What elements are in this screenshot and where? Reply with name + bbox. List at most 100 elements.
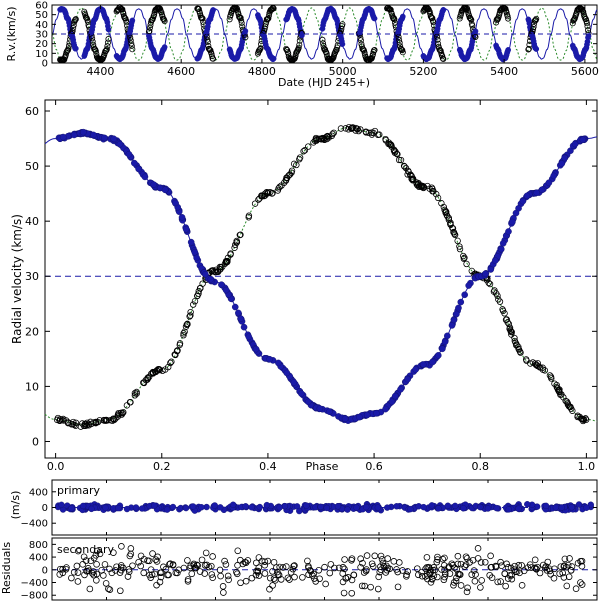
timeseries-secondary-point — [434, 33, 441, 40]
residual-secondary-point — [566, 555, 573, 562]
timeseries-secondary-point — [127, 37, 134, 44]
phase-primary-point — [538, 186, 546, 194]
phase-secondary-point — [56, 417, 63, 424]
phase-secondary-point — [70, 418, 77, 426]
residual-secondary-point — [507, 564, 515, 572]
residual-secondary-point — [304, 557, 311, 565]
timeseries-secondary-point — [70, 22, 77, 29]
timeseries-secondary-point — [295, 44, 302, 51]
residual-secondary-point — [203, 561, 211, 569]
residual-secondary-point — [474, 545, 482, 552]
residual-secondary-point — [384, 555, 392, 562]
timeseries-secondary-point — [209, 53, 216, 60]
residual-primary-point — [317, 503, 324, 511]
residual-secondary-point — [274, 571, 282, 578]
residual-primary-point — [524, 501, 531, 508]
phase-secondary-point — [88, 420, 95, 428]
phase-primary-point — [509, 218, 516, 226]
residual-secondary-point — [269, 582, 276, 589]
residual-secondary-point — [331, 564, 338, 572]
residual-secondary-point — [90, 571, 98, 579]
timeseries-primary-point — [161, 44, 168, 50]
timeseries-primary-point — [129, 17, 136, 24]
residual-secondary-y-tick-label: 400 — [29, 553, 48, 564]
timeseries-secondary-point — [146, 24, 153, 31]
phase-secondary-point — [499, 306, 506, 313]
timeseries-secondary-point — [161, 18, 168, 25]
residual-secondary-point — [515, 561, 523, 569]
timeseries-secondary-point — [334, 44, 341, 51]
phase-primary-point — [579, 136, 587, 144]
phase-secondary-point — [511, 337, 519, 345]
phase-primary-point — [101, 134, 108, 142]
residual-secondary-point — [577, 557, 584, 565]
residual-primary-point — [384, 504, 391, 511]
phase-secondary-point — [454, 237, 461, 245]
timeseries-secondary-point — [89, 35, 96, 42]
residual-primary-label: primary — [57, 484, 101, 497]
residual-primary-y-tick-label: −400 — [21, 519, 48, 530]
residual-secondary-point — [184, 576, 192, 583]
residual-secondary-point — [422, 565, 429, 573]
residual-secondary-point — [137, 562, 144, 570]
phase-primary-point — [455, 304, 462, 312]
timeseries-secondary-point — [146, 28, 153, 35]
phase-primary-point — [561, 154, 568, 162]
phase-secondary-point — [533, 361, 540, 369]
phase-secondary-point — [116, 410, 123, 418]
phase-secondary-point — [414, 182, 421, 189]
residual-secondary-point — [350, 571, 358, 579]
phase-secondary-point — [96, 417, 103, 424]
residual-primary-point — [217, 504, 224, 511]
residual-secondary-point — [511, 562, 518, 570]
residual-secondary-point — [261, 570, 269, 577]
residual-secondary-point — [377, 552, 385, 560]
residual-secondary-point — [56, 571, 64, 578]
phase-secondary-point — [83, 422, 90, 429]
phase-secondary-point — [342, 125, 349, 132]
phase-secondary-point — [353, 125, 361, 133]
phase-primary-point — [304, 398, 312, 406]
residual-secondary-point — [564, 561, 572, 569]
phase-secondary-point — [463, 260, 470, 268]
timeseries-primary-point — [585, 33, 592, 39]
residual-primary-point — [334, 503, 342, 510]
residual-primary-point — [189, 503, 197, 510]
residual-secondary-point — [276, 563, 284, 571]
residual-secondary-point — [135, 558, 142, 566]
residual-secondary-point — [357, 555, 364, 563]
residual-secondary-point — [415, 571, 422, 579]
timeseries-secondary-point — [319, 36, 326, 43]
phase-secondary-point — [144, 376, 151, 383]
phase-model-curves — [44, 126, 598, 426]
phase-secondary-point — [365, 129, 373, 137]
residual-primary-point — [198, 504, 205, 511]
timeseries-secondary-point — [398, 46, 405, 53]
phase-secondary-point — [486, 280, 494, 288]
phase-secondary-point — [539, 364, 546, 371]
residual-primary-point — [583, 504, 590, 511]
residual-secondary-point — [101, 561, 109, 568]
timeseries-secondary-point — [339, 21, 346, 28]
residual-secondary-point — [568, 563, 576, 570]
residual-secondary-point — [110, 549, 117, 556]
residual-secondary-point — [403, 571, 410, 579]
residual-secondary-point — [567, 567, 575, 574]
timeseries-x-tick-label: 5000 — [329, 65, 357, 78]
phase-secondary-point — [189, 301, 197, 308]
phase-secondary-point — [554, 385, 561, 392]
residual-primary-point — [542, 502, 550, 510]
residual-secondary-point — [106, 586, 114, 593]
phase-secondary-point — [126, 398, 134, 406]
residual-secondary-point — [93, 577, 100, 584]
residual-secondary-point — [225, 576, 232, 584]
residual-secondary-points — [52, 543, 597, 597]
timeseries-y-tick-label: 30 — [35, 30, 48, 41]
timeseries-secondary-point — [533, 15, 540, 22]
residual-secondary-point — [81, 571, 88, 579]
residual-secondary-point — [233, 570, 241, 578]
residual-primary-point — [420, 503, 427, 511]
residual-secondary-point — [222, 561, 230, 568]
residuals-y-label: Residuals — [0, 542, 13, 594]
residual-primary-point — [344, 506, 351, 513]
